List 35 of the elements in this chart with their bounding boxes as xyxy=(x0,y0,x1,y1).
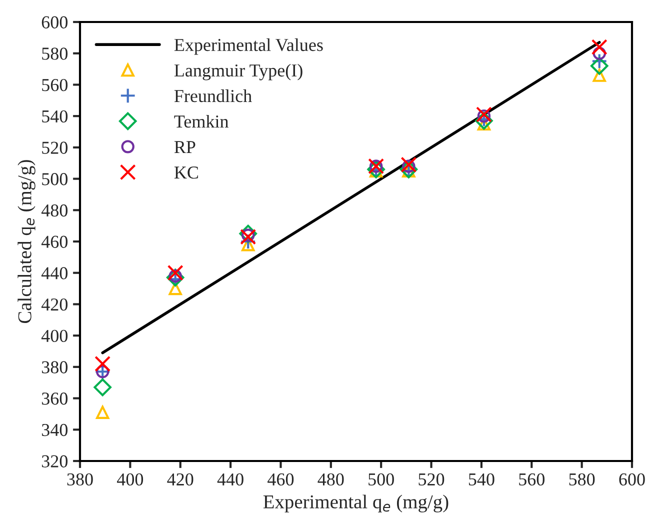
legend-label: Experimental Values xyxy=(174,38,323,55)
legend-label: Langmuir Type(I) xyxy=(174,64,302,80)
x-tick-label: 560 xyxy=(519,473,544,486)
y-tick-label: 340 xyxy=(42,424,68,436)
y-tick-label: 520 xyxy=(42,142,68,154)
y-tick-label: 380 xyxy=(42,361,68,374)
y-tick-label: 320 xyxy=(42,455,68,468)
y-tick-label: 600 xyxy=(42,16,68,28)
y-tick-label: 400 xyxy=(41,330,68,342)
x-tick-label: 540 xyxy=(468,473,494,486)
x-tick-label: 600 xyxy=(619,473,645,486)
x-axis-title: Experimental q$_{e}$ (mg/g) xyxy=(263,494,448,512)
x-tick-label: 580 xyxy=(569,473,595,486)
x-tick-label: 480 xyxy=(318,473,344,486)
x-tick-label: 520 xyxy=(418,473,444,486)
legend-label: Freundlich xyxy=(174,89,252,102)
y-tick-label: 480 xyxy=(41,204,68,217)
y-tick-label: 580 xyxy=(42,48,68,60)
legend-label: KC xyxy=(174,166,198,179)
x-tick-label: 380 xyxy=(67,473,93,486)
y-tick-label: 440 xyxy=(41,267,68,280)
y-tick-label: 360 xyxy=(42,392,68,405)
y-tick-label: 460 xyxy=(41,236,68,248)
legend-label: RP xyxy=(174,141,196,153)
y-tick-label: 560 xyxy=(42,78,68,92)
y-tick-label: 500 xyxy=(42,173,68,186)
y-axis-title: Calculated q$_{e}$ (mg/g) xyxy=(18,160,36,324)
legend-label: Temkin xyxy=(174,114,229,128)
y-tick-label: 420 xyxy=(41,298,68,311)
x-tick-label: 500 xyxy=(368,473,394,486)
x-tick-label: 400 xyxy=(116,473,144,486)
x-tick-label: 440 xyxy=(217,473,244,486)
x-tick-label: 460 xyxy=(268,473,294,486)
y-tick-label: 540 xyxy=(42,110,68,123)
x-tick-label: 420 xyxy=(167,473,194,486)
